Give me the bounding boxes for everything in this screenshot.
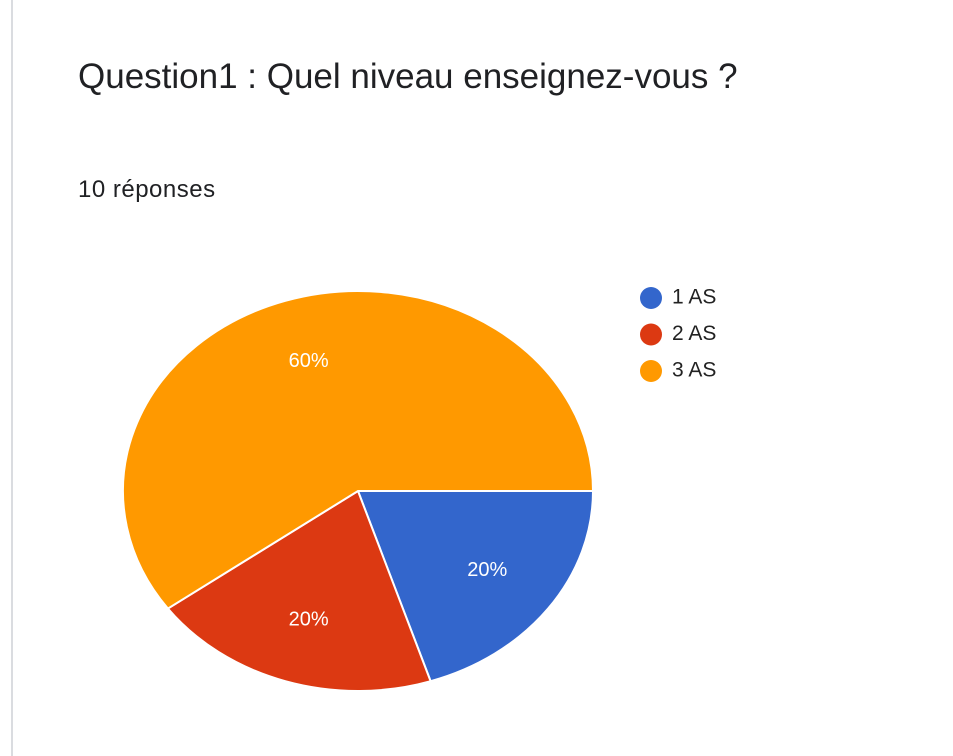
chart-title: Question1 : Quel niveau enseignez-vous ? (78, 57, 738, 96)
chart-subtitle: 10 réponses (78, 176, 216, 203)
data-label: 60% (289, 350, 329, 372)
card-border (11, 0, 13, 756)
legend-label: 3 AS (672, 359, 716, 382)
pie-slice (166, 489, 432, 692)
pie-slice (122, 290, 595, 610)
data-label: 20% (467, 559, 507, 581)
legend-label: 1 AS (672, 286, 716, 309)
legend-swatch (640, 323, 662, 346)
data-label: 20% (289, 609, 329, 631)
legend-swatch (640, 287, 662, 309)
legend-label: 2 AS (672, 322, 716, 345)
pie-slice (356, 490, 595, 683)
legend-swatch (640, 360, 662, 382)
